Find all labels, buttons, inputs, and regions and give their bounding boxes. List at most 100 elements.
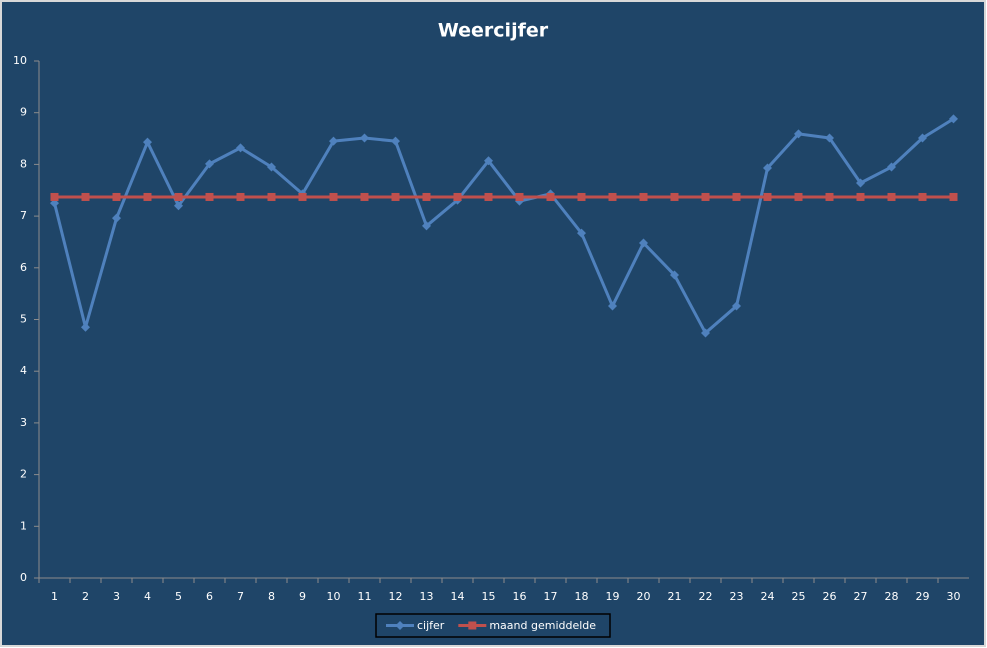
x-tick-label: 30	[947, 590, 961, 603]
x-tick-label: 19	[606, 590, 620, 603]
data-point	[887, 162, 896, 172]
data-point	[949, 114, 958, 124]
data-point	[422, 221, 431, 231]
y-tick-label: 9	[20, 106, 27, 119]
data-point	[825, 192, 834, 201]
x-tick-label: 8	[268, 590, 275, 603]
data-point	[205, 192, 214, 201]
data-point	[732, 192, 741, 201]
data-point	[360, 192, 369, 201]
data-point	[763, 163, 772, 173]
data-point	[949, 192, 958, 201]
data-point	[608, 301, 617, 311]
y-tick-label: 10	[13, 54, 27, 67]
x-tick-label: 11	[358, 590, 372, 603]
x-tick-label: 6	[206, 590, 213, 603]
data-point	[329, 136, 338, 146]
data-point	[205, 159, 214, 169]
data-point	[639, 192, 648, 201]
x-tick-label: 14	[451, 590, 465, 603]
data-point	[143, 137, 152, 147]
legend: cijfer maand gemiddelde	[375, 613, 611, 638]
x-tick-label: 20	[637, 590, 651, 603]
data-point	[701, 328, 710, 338]
data-point	[267, 192, 276, 201]
series-line	[53, 117, 955, 335]
data-point	[763, 192, 772, 201]
x-tick-label: 23	[730, 590, 744, 603]
data-point	[670, 270, 679, 280]
data-point	[918, 192, 927, 201]
x-tick-label: 22	[699, 590, 713, 603]
legend-marker	[395, 621, 405, 630]
data-point	[670, 192, 679, 201]
data-point	[267, 162, 276, 172]
x-tick-label: 18	[575, 590, 589, 603]
data-point	[329, 192, 338, 201]
data-point	[174, 201, 183, 211]
x-tick-label: 15	[482, 590, 496, 603]
data-point	[391, 136, 400, 146]
x-tick-label: 10	[327, 590, 341, 603]
y-tick-label: 5	[20, 313, 27, 326]
x-tick-label: 1	[51, 590, 58, 603]
data-point	[236, 192, 245, 201]
data-point	[856, 178, 865, 188]
data-point	[701, 192, 710, 201]
data-point	[174, 192, 183, 201]
y-tick-label: 7	[20, 209, 27, 222]
x-tick-label: 27	[854, 590, 868, 603]
y-tick-label: 3	[20, 416, 27, 429]
x-tick-label: 26	[823, 590, 837, 603]
data-point	[236, 143, 245, 153]
x-tick-label: 29	[916, 590, 930, 603]
x-tick-label: 3	[113, 590, 120, 603]
data-point	[515, 192, 524, 201]
data-point	[577, 228, 586, 238]
chart-title: Weercijfer	[438, 20, 549, 42]
y-tick-label: 2	[20, 468, 27, 481]
legend-label: maand gemiddelde	[489, 619, 596, 632]
x-tick-label: 24	[761, 590, 775, 603]
x-tick-label: 4	[144, 590, 151, 603]
y-tick-label: 4	[20, 364, 27, 377]
x-tick-label: 17	[544, 590, 558, 603]
data-point	[484, 156, 493, 166]
x-tick-label: 16	[513, 590, 527, 603]
y-tick-label: 0	[20, 571, 27, 584]
data-point	[794, 192, 803, 201]
data-point	[484, 192, 493, 201]
data-point	[577, 192, 586, 201]
data-point	[918, 133, 927, 143]
x-tick-label: 13	[420, 590, 434, 603]
y-tick-label: 1	[20, 519, 27, 532]
x-tick-label: 25	[792, 590, 806, 603]
data-point	[360, 133, 369, 143]
data-point	[112, 192, 121, 201]
data-point	[732, 301, 741, 311]
x-tick-label: 21	[668, 590, 682, 603]
x-tick-label: 9	[299, 590, 306, 603]
data-point	[112, 213, 121, 223]
legend-marker	[468, 621, 477, 630]
data-point	[81, 192, 90, 201]
data-point	[794, 129, 803, 139]
data-point	[639, 238, 648, 248]
data-point	[298, 192, 307, 201]
legend-box	[375, 613, 611, 638]
data-point	[856, 192, 865, 201]
x-tick-label: 2	[82, 590, 89, 603]
data-point	[81, 322, 90, 332]
data-point	[546, 192, 555, 201]
data-point	[50, 192, 59, 201]
data-point	[453, 192, 462, 201]
data-point	[143, 192, 152, 201]
y-tick-label: 6	[20, 261, 27, 274]
x-tick-label: 5	[175, 590, 182, 603]
data-point	[825, 133, 834, 143]
x-tick-label: 7	[237, 590, 244, 603]
x-tick-label: 12	[389, 590, 403, 603]
legend-label: cijfer	[417, 619, 445, 632]
